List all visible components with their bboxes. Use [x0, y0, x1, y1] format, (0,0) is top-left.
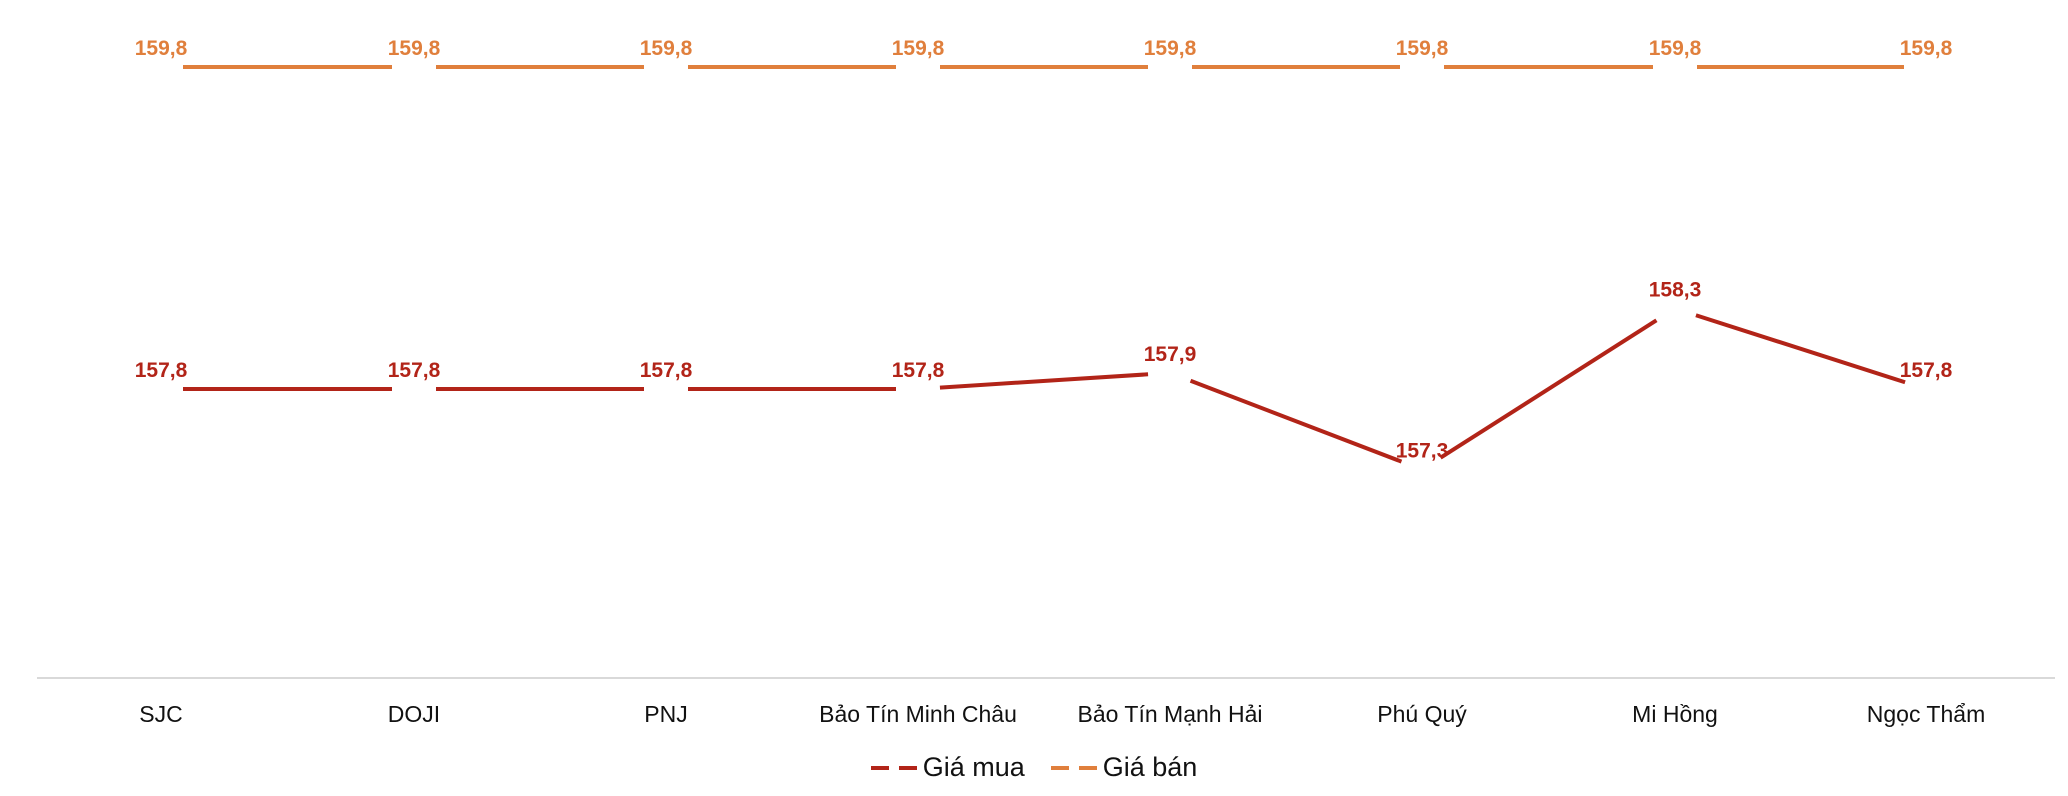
- data-label: 157,8: [1900, 359, 1953, 382]
- legend-item-gia-ban[interactable]: Giá bán: [1050, 752, 1198, 783]
- data-label: 159,8: [640, 37, 693, 60]
- series-lines: [183, 65, 1906, 464]
- category-axis-labels: SJC DOJI PNJ Bảo Tín Minh Châu Bảo Tín Mạnh …: [139, 701, 1985, 727]
- series-segment: [939, 372, 1149, 390]
- category-label: Mi Hồng: [1632, 701, 1718, 727]
- data-label: 159,8: [1396, 37, 1449, 60]
- series-segment: [1439, 318, 1658, 460]
- category-label: Phú Quý: [1377, 701, 1467, 727]
- series-segment: [1695, 313, 1906, 385]
- data-label: 157,8: [892, 359, 945, 382]
- legend-label: Giá mua: [922, 752, 1025, 782]
- category-label: PNJ: [644, 701, 687, 727]
- category-label: SJC: [139, 701, 182, 727]
- data-label: 158,3: [1649, 279, 1702, 302]
- chart-legend: Giá mua Giá bán: [0, 752, 2068, 783]
- data-label: 157,9: [1144, 343, 1197, 366]
- data-label: 159,8: [1144, 37, 1197, 60]
- legend-label: Giá bán: [1102, 752, 1198, 782]
- data-label: 157,8: [135, 359, 188, 382]
- legend-item-gia-mua[interactable]: Giá mua: [870, 752, 1025, 783]
- series-segment: [1189, 378, 1403, 464]
- data-label: 157,3: [1396, 440, 1449, 463]
- category-label: DOJI: [388, 701, 440, 727]
- legend-swatch-gia-mua-icon: [870, 765, 917, 770]
- data-label: 159,8: [1649, 37, 1702, 60]
- category-label: Bảo Tín Mạnh Hải: [1078, 701, 1263, 727]
- data-label: 157,8: [640, 359, 693, 382]
- category-label: Ngọc Thẩm: [1867, 701, 1985, 727]
- data-label: 157,8: [388, 359, 441, 382]
- category-label: Bảo Tín Minh Châu: [819, 701, 1017, 727]
- data-label: 159,8: [135, 37, 188, 60]
- data-label: 159,8: [892, 37, 945, 60]
- data-label: 159,8: [388, 37, 441, 60]
- data-labels: 157,8 157,8 157,8 157,8 157,9 157,3 158,3 157,8…: [135, 37, 1953, 463]
- legend-swatch-gia-ban-icon: [1050, 765, 1097, 770]
- data-label: 159,8: [1900, 37, 1953, 60]
